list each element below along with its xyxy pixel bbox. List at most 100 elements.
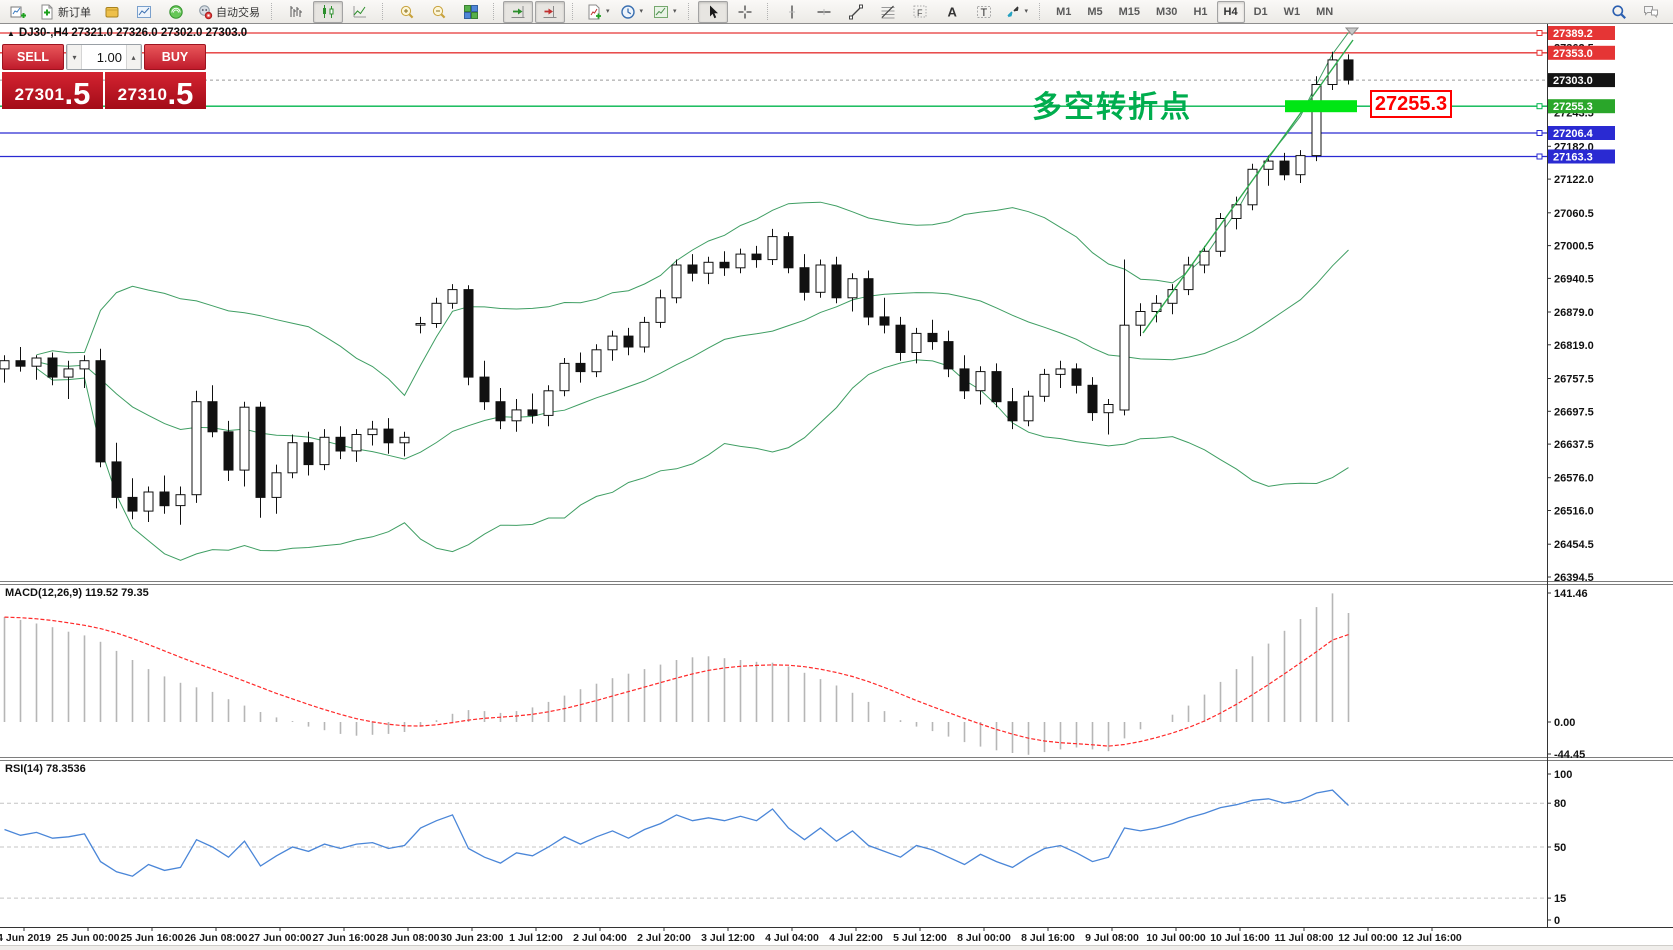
rsi-tick-label: 100 <box>1554 769 1572 781</box>
buy-button[interactable]: BUY <box>144 44 206 70</box>
timeframe-button-mn[interactable]: MN <box>1316 5 1334 18</box>
price-badge <box>1548 99 1615 114</box>
candle-body <box>783 236 794 269</box>
zoom-out-button[interactable] <box>424 1 454 23</box>
auto-scroll-button[interactable] <box>503 0 533 23</box>
price-tick-label: 27122.0 <box>1554 174 1594 186</box>
horizontal-line-button[interactable] <box>809 1 839 23</box>
price-tick-label: 27060.5 <box>1554 208 1594 220</box>
candle-body <box>1135 311 1146 326</box>
fibo-icon <box>881 5 895 18</box>
candle-body <box>1327 59 1338 86</box>
macd-panel[interactable] <box>3 593 1350 755</box>
candle-body <box>639 321 650 348</box>
fibonacci-button[interactable] <box>873 1 903 23</box>
vertical-line-button[interactable] <box>777 1 807 23</box>
search-button[interactable] <box>1604 1 1634 23</box>
candle-body <box>479 376 490 403</box>
newchart-icon <box>10 6 26 18</box>
candle-body <box>575 362 586 373</box>
time-axis-label: 5 Jul 12:00 <box>893 932 947 944</box>
hline-handle[interactable] <box>1536 49 1543 56</box>
price-badge-label: 27206.4 <box>1553 128 1594 140</box>
volume-decrease-button[interactable]: ▾ <box>67 45 82 69</box>
price-tick-label: 26940.5 <box>1554 273 1594 285</box>
rsi-tick-label: 80 <box>1554 798 1566 810</box>
volume-increase-button[interactable]: ▴ <box>126 45 141 69</box>
tile-windows-button[interactable] <box>456 1 486 23</box>
candle-body <box>1167 289 1178 304</box>
timeframe-button-m30[interactable]: M30 <box>1156 5 1178 18</box>
time-axis-label: 1 Jul 12:00 <box>509 932 563 944</box>
cursor-button[interactable] <box>697 0 728 23</box>
hline-handle[interactable] <box>1536 153 1543 160</box>
hline-handle[interactable] <box>1536 103 1543 110</box>
auto-trading-button[interactable]: 自动交易 <box>193 1 264 23</box>
hline-handle[interactable] <box>1536 30 1543 36</box>
chart-shift-marker-icon[interactable] <box>1344 27 1360 36</box>
main-chart-panel[interactable] <box>0 27 1547 561</box>
text-button[interactable]: A <box>937 1 967 23</box>
candle-body <box>1343 59 1354 81</box>
candlestick-type-button[interactable] <box>313 0 343 23</box>
zoom-in-button[interactable] <box>392 1 422 23</box>
periods-button[interactable]: ▾ <box>616 1 648 23</box>
candle-body <box>767 236 778 261</box>
candle-body <box>15 360 26 367</box>
price-tick-label: 26576.0 <box>1554 473 1594 485</box>
indicators-button[interactable]: ▾ <box>582 1 614 23</box>
candle-body <box>1087 384 1098 414</box>
channel-button[interactable]: F <box>905 1 935 23</box>
candle-body <box>1103 404 1114 414</box>
new-chart-button[interactable] <box>3 1 33 23</box>
chart-window-button[interactable] <box>129 1 159 23</box>
timeframe-button-w1[interactable]: W1 <box>1283 5 1301 18</box>
candle-body <box>335 436 346 452</box>
svg-text:F: F <box>917 8 923 18</box>
data-window-button[interactable] <box>97 1 127 23</box>
hline-handle[interactable] <box>1536 130 1543 136</box>
candle-body <box>687 264 698 274</box>
volume-input[interactable] <box>82 45 126 69</box>
sell-button[interactable]: SELL <box>2 44 64 70</box>
linechart-icon <box>353 5 366 17</box>
timeframe-button-m15[interactable]: M15 <box>1118 5 1141 18</box>
chart-shift-button[interactable] <box>535 0 565 23</box>
rsi-tick-label: 50 <box>1554 842 1566 854</box>
bar-chart-type-button[interactable] <box>281 1 311 23</box>
horizontal-price-lines[interactable] <box>0 32 1547 158</box>
trendline-button[interactable] <box>841 1 871 23</box>
crosshair-button[interactable] <box>730 1 760 23</box>
candle-body <box>143 491 154 512</box>
text-label-button[interactable]: T <box>969 1 999 23</box>
line-chart-type-button[interactable] <box>345 1 375 23</box>
rsi-indicator-label: RSI(14) 78.3536 <box>5 763 86 775</box>
toolbar-button-label: 新订单 <box>58 6 91 19</box>
sell-price[interactable]: 27301.5 <box>2 72 103 109</box>
chat-button[interactable] <box>1636 1 1666 23</box>
timeframe-button-d1[interactable]: D1 <box>1253 5 1268 18</box>
rsi-tick-label: 15 <box>1554 893 1566 905</box>
trendline-annotation[interactable] <box>1142 39 1354 334</box>
highlight-bar-annotation[interactable] <box>1285 100 1357 113</box>
timeframe-button-m5[interactable]: M5 <box>1087 5 1103 18</box>
rsi-panel[interactable] <box>0 789 1547 899</box>
price-badge-label: 27389.2 <box>1553 28 1593 40</box>
new-order-button[interactable]: 新订单 <box>35 1 95 23</box>
price-callout-box[interactable]: 27255.3 <box>1370 90 1452 118</box>
price-badge <box>1548 126 1615 140</box>
timeframe-button-h1[interactable]: H1 <box>1193 5 1208 18</box>
arrows-button[interactable]: ▾ <box>1001 1 1033 23</box>
buy-price[interactable]: 27310.5 <box>105 72 206 109</box>
macd-indicator-label: MACD(12,26,9) 119.52 79.35 <box>5 587 149 599</box>
timeframe-button-m1[interactable]: M1 <box>1056 5 1072 18</box>
turning-point-annotation[interactable]: 多空转折点 <box>1032 91 1192 124</box>
time-axis-label: 12 Jul 16:00 <box>1402 932 1462 944</box>
signals-button[interactable] <box>161 1 191 23</box>
time-axis-label: 25 Jun 16:00 <box>120 932 183 944</box>
templates-button[interactable]: ▾ <box>649 1 681 23</box>
candle-body <box>191 401 202 496</box>
timeframe-button-h4[interactable]: H4 <box>1216 0 1245 23</box>
